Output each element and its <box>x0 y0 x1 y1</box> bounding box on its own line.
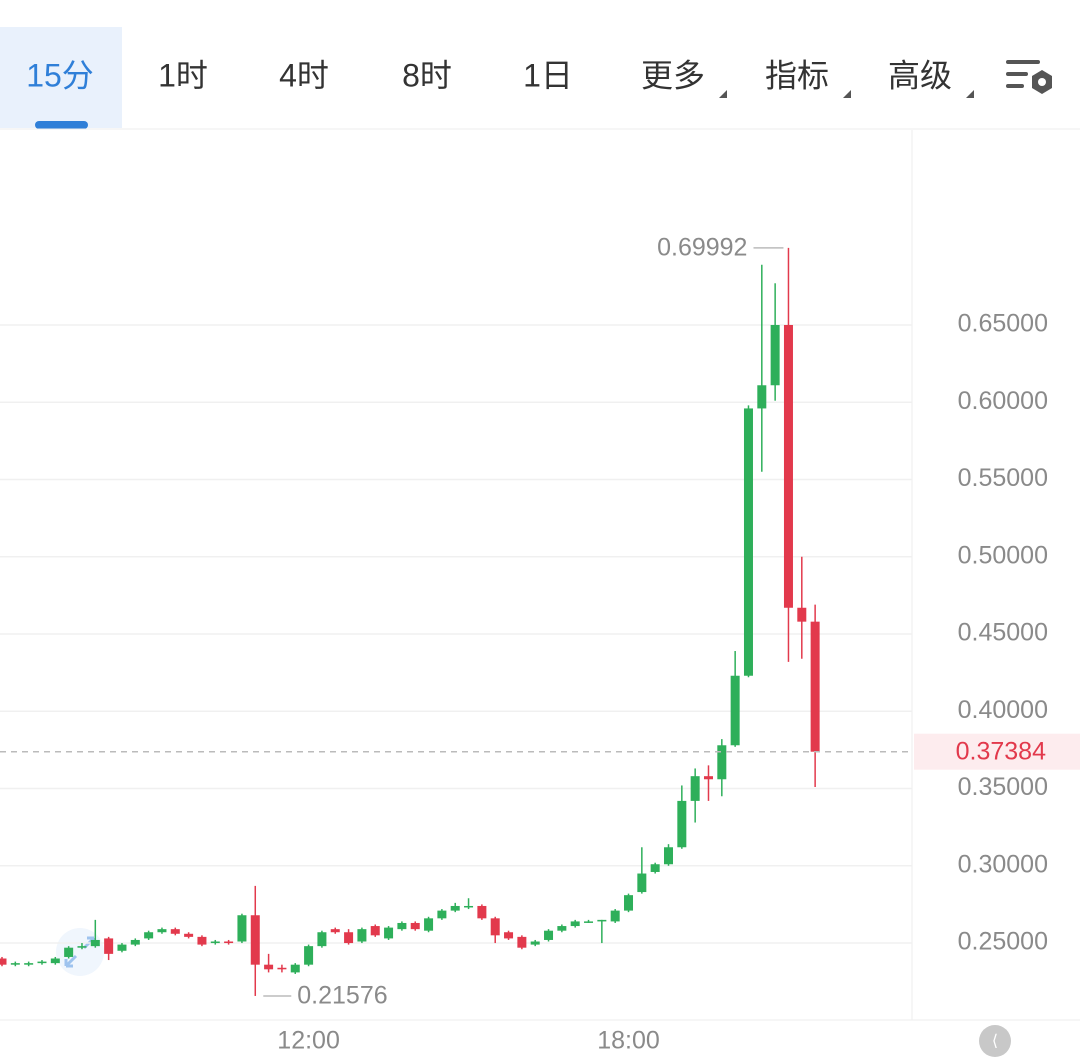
settings-icon[interactable] <box>1006 60 1052 94</box>
y-tick-label: 0.30000 <box>958 850 1048 878</box>
max-marker-label: 0.69992 <box>657 233 747 261</box>
candle-body <box>810 621 820 752</box>
scroll-latest-icon: ⟨ <box>992 1033 998 1050</box>
candle-body <box>77 946 87 948</box>
candle-body <box>464 905 474 908</box>
candle-body <box>357 929 367 942</box>
candle-body <box>90 939 100 947</box>
candle-body <box>610 910 620 922</box>
candle-body <box>783 324 793 608</box>
y-tick-label: 0.50000 <box>958 541 1048 569</box>
tab[interactable]: 1时 <box>158 57 208 93</box>
candle-body <box>517 936 527 948</box>
candle-body <box>384 927 394 939</box>
candle-body <box>344 932 354 944</box>
candle-body <box>650 864 660 872</box>
candle-body <box>10 963 20 965</box>
tab[interactable]: 8时 <box>402 57 452 93</box>
candle-body <box>277 967 287 970</box>
candle-body <box>144 932 154 939</box>
candle-body <box>197 936 207 945</box>
candle-body <box>237 915 247 942</box>
candle-body <box>757 385 767 409</box>
candle-body <box>730 675 740 746</box>
candle-body <box>170 929 180 934</box>
candle-body <box>0 958 7 965</box>
candle-body <box>703 776 713 780</box>
y-tick-label: 0.65000 <box>958 310 1048 338</box>
dropdown-caret <box>719 90 727 98</box>
tab[interactable]: 15分 <box>26 57 94 93</box>
candle-body <box>330 929 340 933</box>
candle-body <box>530 941 540 945</box>
candle-body <box>304 946 314 965</box>
candle-body <box>477 905 487 919</box>
candle-body <box>130 939 140 945</box>
active-tab-bg <box>0 27 122 128</box>
y-tick-label: 0.55000 <box>958 464 1048 492</box>
candle-body <box>424 918 434 931</box>
candle-body <box>743 408 753 676</box>
candle-body <box>797 607 807 622</box>
candle-body <box>624 895 634 911</box>
y-tick-label: 0.45000 <box>958 619 1048 647</box>
candle-body <box>597 919 607 922</box>
x-tick-label: 18:00 <box>597 1027 660 1055</box>
y-tick-label: 0.25000 <box>958 928 1048 956</box>
zoom-icon[interactable] <box>56 928 104 976</box>
candle-body <box>224 941 234 944</box>
candle-body <box>370 926 380 936</box>
candle-body <box>437 910 447 919</box>
candle-body <box>264 964 274 970</box>
candle-body <box>717 745 727 780</box>
candle-body <box>504 932 514 939</box>
candle-body <box>64 947 74 957</box>
active-tab-indicator <box>35 121 88 129</box>
candle-body <box>664 847 673 865</box>
candle-body <box>677 800 687 848</box>
candle-body <box>50 958 60 964</box>
min-marker-label: 0.21576 <box>297 982 387 1010</box>
y-tick-label: 0.40000 <box>958 696 1048 724</box>
tab[interactable]: 高级 <box>888 57 952 93</box>
candle-body <box>317 932 327 947</box>
dropdown-caret <box>966 90 974 98</box>
dropdown-caret <box>843 90 851 98</box>
candle-body <box>637 873 647 893</box>
candle-body <box>410 922 420 930</box>
current-price-label: 0.37384 <box>956 737 1046 765</box>
candle-body <box>770 324 780 386</box>
candle-body <box>490 918 500 936</box>
candle-body <box>690 776 700 801</box>
candle-body <box>544 930 554 940</box>
y-tick-label: 0.60000 <box>958 387 1048 415</box>
scroll-latest-button[interactable] <box>979 1025 1011 1057</box>
candle-body <box>570 921 580 927</box>
candle-body <box>210 941 220 944</box>
x-tick-label: 12:00 <box>277 1027 340 1055</box>
candle-body <box>24 963 34 965</box>
candle-body <box>290 964 300 973</box>
candle-body <box>250 915 260 965</box>
candle-body <box>450 905 460 911</box>
tab[interactable]: 1日 <box>523 57 573 93</box>
candle-body <box>397 922 407 930</box>
candle-body <box>37 961 47 964</box>
candle-body <box>584 921 594 923</box>
candle-body <box>157 929 167 933</box>
candle-body <box>557 926 567 931</box>
tab[interactable]: 4时 <box>279 57 329 93</box>
tab[interactable]: 指标 <box>765 57 829 93</box>
candle-body <box>117 944 127 951</box>
candle-body <box>184 933 194 937</box>
candle-body <box>104 938 114 954</box>
current-price-box <box>914 733 1080 770</box>
tab[interactable]: 更多 <box>641 57 705 93</box>
y-tick-label: 0.35000 <box>958 773 1048 801</box>
